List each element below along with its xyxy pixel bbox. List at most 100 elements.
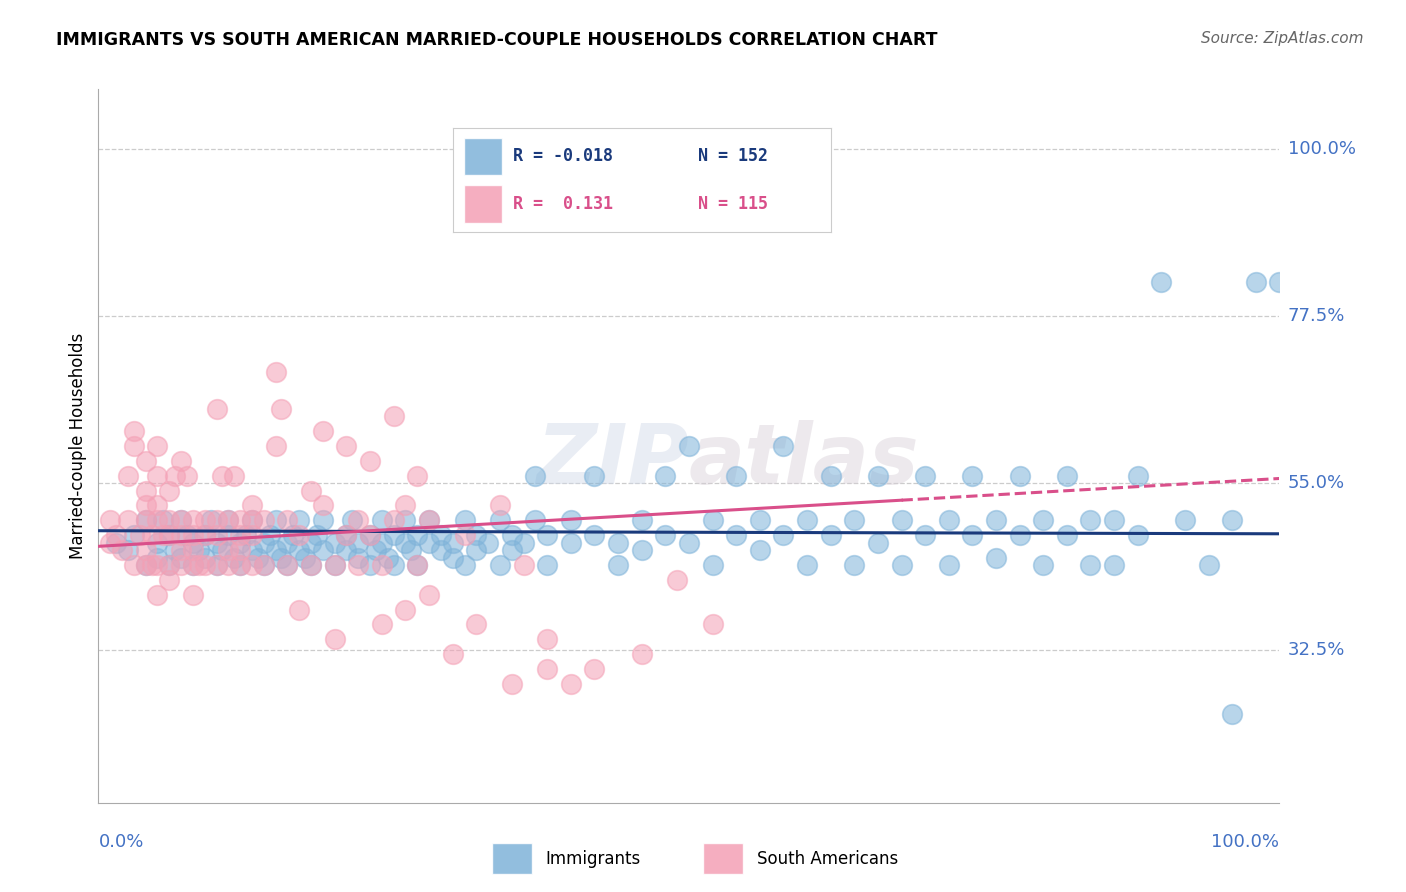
Point — [501, 677, 523, 691]
Point — [820, 468, 842, 483]
Point — [1080, 558, 1102, 572]
Point — [1102, 558, 1125, 572]
Point — [194, 558, 217, 572]
Point — [246, 550, 269, 565]
Point — [240, 543, 263, 558]
Point — [229, 528, 252, 542]
Point — [264, 543, 287, 558]
Point — [205, 528, 228, 542]
Point — [146, 558, 169, 572]
Point — [181, 558, 204, 572]
Point — [276, 513, 298, 527]
Point — [560, 513, 582, 527]
Point — [1056, 468, 1078, 483]
Point — [453, 528, 475, 542]
Point — [1056, 528, 1078, 542]
Point — [371, 535, 394, 549]
Point — [347, 558, 370, 572]
Point — [157, 528, 180, 542]
Point — [229, 558, 252, 572]
Point — [371, 617, 394, 632]
Point — [157, 558, 180, 572]
Point — [157, 513, 180, 527]
Point — [264, 365, 287, 379]
Point — [844, 513, 866, 527]
Point — [1032, 558, 1054, 572]
Point — [748, 513, 770, 527]
Point — [1080, 513, 1102, 527]
Point — [371, 513, 394, 527]
Point — [141, 528, 163, 542]
Point — [152, 513, 174, 527]
Point — [229, 558, 252, 572]
Point — [217, 513, 239, 527]
Point — [111, 543, 134, 558]
Point — [465, 617, 488, 632]
Point — [359, 528, 381, 542]
Point — [796, 513, 818, 527]
Point — [630, 513, 652, 527]
Point — [524, 513, 547, 527]
Point — [276, 535, 298, 549]
Point — [283, 528, 305, 542]
Point — [170, 558, 193, 572]
Point — [962, 528, 984, 542]
Point — [181, 543, 204, 558]
Point — [259, 528, 281, 542]
Point — [288, 602, 311, 616]
Point — [312, 499, 335, 513]
Point — [938, 513, 960, 527]
Point — [418, 513, 440, 527]
Point — [418, 513, 440, 527]
Text: Source: ZipAtlas.com: Source: ZipAtlas.com — [1201, 31, 1364, 46]
Point — [170, 528, 193, 542]
Point — [217, 558, 239, 572]
Point — [170, 543, 193, 558]
Point — [98, 535, 121, 549]
Point — [312, 513, 335, 527]
Text: R = -0.018: R = -0.018 — [513, 147, 613, 165]
Point — [359, 558, 381, 572]
Point — [1244, 276, 1267, 290]
Point — [141, 558, 163, 572]
Point — [630, 647, 652, 661]
Point — [157, 558, 180, 572]
Point — [1198, 558, 1220, 572]
Point — [1032, 513, 1054, 527]
Point — [270, 550, 292, 565]
Point — [335, 439, 357, 453]
Point — [181, 558, 204, 572]
Point — [253, 558, 276, 572]
Point — [489, 513, 512, 527]
Point — [748, 543, 770, 558]
Point — [477, 535, 499, 549]
Point — [678, 535, 700, 549]
Point — [288, 528, 311, 542]
Bar — [492, 843, 531, 874]
Point — [382, 528, 405, 542]
Point — [181, 513, 204, 527]
Point — [205, 558, 228, 572]
Point — [866, 535, 889, 549]
Point — [406, 558, 429, 572]
Text: 32.5%: 32.5% — [1288, 641, 1346, 659]
Point — [165, 468, 187, 483]
Point — [1220, 706, 1243, 721]
Point — [1008, 528, 1031, 542]
Point — [299, 483, 322, 498]
Point — [418, 535, 440, 549]
Point — [312, 543, 335, 558]
Point — [135, 543, 157, 558]
Point — [229, 543, 252, 558]
Point — [560, 677, 582, 691]
Point — [347, 550, 370, 565]
Point — [401, 543, 423, 558]
Point — [323, 558, 346, 572]
Point — [702, 513, 724, 527]
Point — [441, 647, 464, 661]
Point — [211, 468, 233, 483]
Text: IMMIGRANTS VS SOUTH AMERICAN MARRIED-COUPLE HOUSEHOLDS CORRELATION CHART: IMMIGRANTS VS SOUTH AMERICAN MARRIED-COU… — [56, 31, 938, 49]
Point — [276, 558, 298, 572]
Point — [117, 543, 139, 558]
Point — [583, 468, 606, 483]
